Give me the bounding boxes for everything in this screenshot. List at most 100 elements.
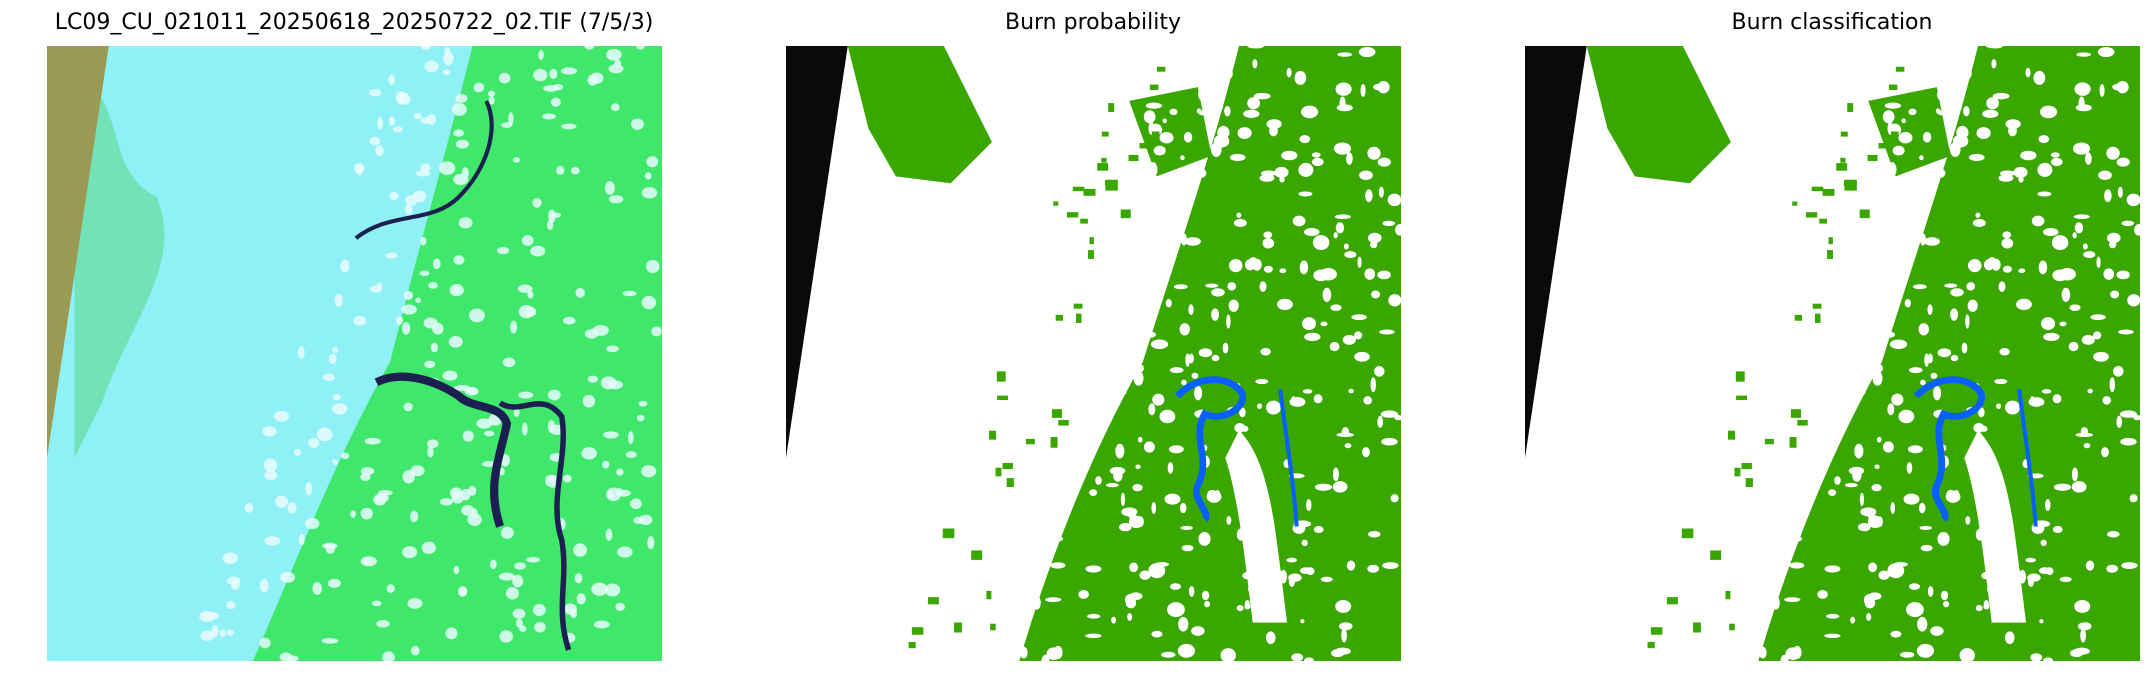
- unburned-gap: [1131, 352, 1139, 364]
- unburned-gap: [1937, 348, 1952, 358]
- burned-speck: [1895, 66, 1905, 72]
- unburned-gap: [1255, 378, 1269, 385]
- cloud-speck: [527, 290, 534, 299]
- unburned-gap: [1339, 96, 1346, 111]
- cloud-speck: [264, 536, 281, 546]
- unburned-gap: [2016, 298, 2032, 311]
- unburned-gap: [1857, 523, 1871, 532]
- unburned-strip: [1225, 430, 1288, 623]
- unburned-gap: [1233, 218, 1247, 227]
- burned-speck: [1729, 623, 1735, 631]
- burned-speck: [1080, 218, 1088, 224]
- cloud-speck: [445, 627, 458, 640]
- unburned-gap: [1773, 352, 1785, 364]
- unburned-gap: [1387, 193, 1401, 207]
- cloud-speck: [645, 259, 660, 274]
- unburned-gap: [2076, 52, 2092, 57]
- unburned-gap: [1242, 425, 1249, 432]
- unburned-gap: [1858, 230, 1872, 239]
- unburned-gap: [1998, 174, 2014, 182]
- unburned-gap: [1127, 613, 1133, 621]
- unburned-gap: [1304, 332, 1321, 342]
- cloud-speck: [432, 258, 441, 270]
- unburned-gap: [1133, 370, 1144, 386]
- unburned-gap: [1169, 583, 1182, 590]
- cloud-speck: [424, 360, 436, 369]
- unburned-gap: [1164, 493, 1181, 505]
- burned-speck: [1128, 154, 1139, 162]
- cloud-speck: [430, 342, 439, 353]
- burned-speck: [1088, 250, 1095, 259]
- unburned-gap: [2052, 269, 2068, 282]
- cloud-speck: [615, 489, 631, 497]
- unburned-gap: [1210, 99, 1224, 113]
- unburned-gap: [1896, 46, 1914, 57]
- unburned-gap: [2059, 321, 2067, 327]
- unburned-gap: [1236, 604, 1244, 612]
- unburned-gap: [1179, 502, 1187, 514]
- cloud-speck: [426, 439, 439, 449]
- cloud-speck: [564, 603, 577, 615]
- unburned-gap: [2025, 557, 2036, 563]
- unburned-gap: [2096, 256, 2101, 269]
- unburned-gap: [1784, 369, 1791, 382]
- burned-speck: [908, 641, 916, 649]
- unburned-gap: [1882, 331, 1896, 338]
- unburned-gap: [1198, 89, 1207, 101]
- burned-speck: [1789, 437, 1797, 448]
- unburned-gap: [1330, 304, 1342, 311]
- cloud-speck: [645, 172, 652, 180]
- unburned-gap: [1180, 155, 1185, 161]
- unburned-gap: [2051, 157, 2063, 167]
- unburned-gap: [1983, 259, 1994, 271]
- unburned-gap: [1111, 616, 1117, 624]
- unburned-gap: [1213, 134, 1230, 148]
- unburned-gap: [1344, 443, 1352, 449]
- cloud-speck: [631, 118, 644, 130]
- cloud-speck: [200, 630, 215, 641]
- unburned-gap: [1167, 602, 1185, 618]
- unburned-gap: [1143, 331, 1157, 338]
- burned-speck: [990, 623, 996, 631]
- unburned-gap: [2031, 215, 2045, 227]
- unburned-gap: [2107, 531, 2120, 538]
- unburned-gap: [1262, 238, 1275, 249]
- cloud-speck: [636, 414, 645, 422]
- cloud-speck: [219, 629, 226, 638]
- unburned-gap: [1367, 564, 1379, 573]
- unburned-gap: [1992, 92, 2010, 100]
- cloud-speck: [305, 518, 320, 530]
- unburned-gap: [1110, 281, 1127, 295]
- unburned-gap: [1388, 294, 1401, 307]
- unburned-gap: [1224, 105, 1231, 117]
- unburned-gap: [1883, 247, 1892, 260]
- burned-speck: [1710, 550, 1722, 560]
- cloud-speck: [413, 113, 422, 120]
- unburned-gap: [1298, 191, 1313, 197]
- unburned-gap: [1873, 363, 1883, 373]
- unburned-gap: [1041, 654, 1050, 661]
- unburned-gap: [2002, 231, 2012, 239]
- burned-speck: [1727, 430, 1736, 440]
- unburned-gap: [1145, 46, 1151, 52]
- burned-speck: [996, 371, 1006, 382]
- burned-speck: [1693, 622, 1701, 633]
- cloud-speck: [340, 452, 350, 460]
- burned-speck: [911, 627, 924, 635]
- unburned-gap: [1878, 72, 1894, 79]
- unburned-gap: [1113, 468, 1123, 482]
- unburned-gap: [1301, 105, 1319, 119]
- unburned-gap: [1263, 231, 1273, 239]
- unburned-gap: [1180, 525, 1193, 531]
- cloud-speck: [508, 112, 514, 126]
- unburned-gap: [1229, 153, 1246, 162]
- unburned-gap: [1916, 643, 1935, 658]
- unburned-gap: [2087, 388, 2093, 394]
- unburned-gap: [1205, 283, 1219, 288]
- unburned-gap: [2051, 235, 2069, 251]
- unburned-gap: [1198, 348, 1213, 358]
- unburned-gap: [1369, 241, 1378, 249]
- unburned-gap: [1722, 612, 1740, 618]
- unburned-gap: [1311, 152, 1321, 158]
- unburned-gap: [1982, 109, 1999, 119]
